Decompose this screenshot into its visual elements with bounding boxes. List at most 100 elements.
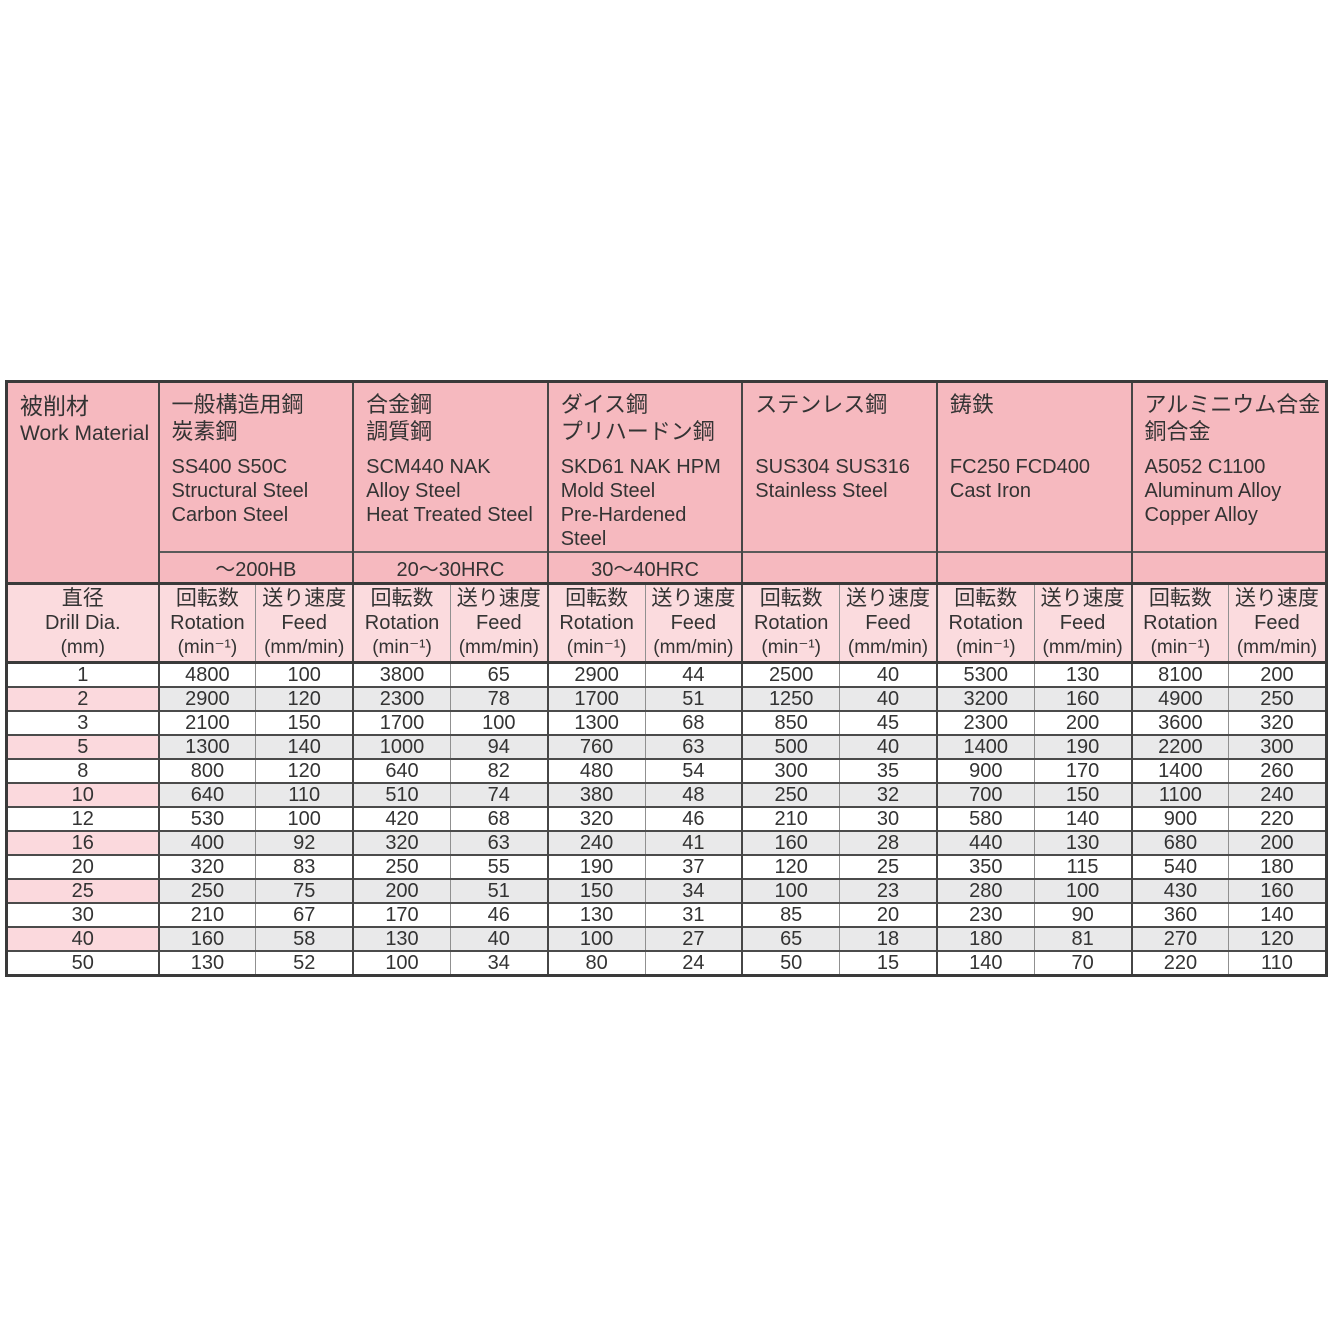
table-row: 12 530 100 420 68 320 46 210 30 580 140 900 220	[6, 806, 1327, 831]
value-cell: 115	[1033, 854, 1132, 879]
rotation-unit: (min⁻¹)	[955, 637, 1016, 658]
value-cell: 170	[352, 902, 451, 927]
value-cell: 31	[644, 902, 743, 927]
value-cell: 5300	[935, 661, 1035, 687]
value-cell: 34	[644, 878, 743, 903]
col-header-rotation: 回転数 Rotation (min⁻¹)	[741, 583, 840, 664]
value-cell: 240	[546, 830, 645, 855]
value-cell: 190	[546, 854, 645, 879]
value-cell: 250	[352, 854, 451, 879]
feed-label-jp: 送り速度	[846, 587, 930, 610]
value-cell: 44	[644, 661, 743, 687]
value-cell: 100	[255, 661, 354, 687]
table-row: 8 800 120 640 82 480 54 300 35 900 170 1400 260	[6, 758, 1327, 783]
value-cell: 68	[644, 710, 743, 735]
value-cell: 270	[1130, 926, 1229, 951]
value-cell: 50	[741, 950, 840, 976]
material-name-jp: 合金鋼 調質鋼	[366, 392, 433, 444]
work-material-header: 被削材 Work Material	[6, 381, 159, 585]
feed-unit: (mm/min)	[1236, 637, 1318, 658]
drill-dia-cell: 12	[6, 806, 159, 831]
rotation-label-en: Rotation	[364, 612, 440, 634]
value-cell: 40	[839, 734, 937, 759]
value-cell: 540	[1130, 854, 1229, 879]
value-cell: 2500	[741, 661, 840, 687]
value-cell: 78	[449, 686, 548, 711]
drill-dia-cell: 30	[6, 902, 159, 927]
rotation-unit: (min⁻¹)	[1150, 637, 1211, 658]
value-cell: 4900	[1130, 686, 1229, 711]
value-cell: 100	[449, 710, 548, 735]
material-name-en: SS400 S50C Structural Steel Carbon Steel	[171, 456, 309, 526]
rotation-label-en: Rotation	[948, 612, 1024, 634]
value-cell: 300	[1228, 734, 1327, 759]
value-cell: 1400	[935, 734, 1035, 759]
value-cell: 100	[741, 878, 840, 903]
value-cell: 37	[644, 854, 743, 879]
value-cell: 200	[1228, 661, 1327, 687]
work-material-label-en: Work Material	[20, 422, 150, 445]
value-cell: 3200	[935, 686, 1035, 711]
value-cell: 1300	[546, 710, 645, 735]
rotation-unit: (min⁻¹)	[177, 637, 238, 658]
value-cell: 210	[157, 902, 256, 927]
value-cell: 52	[255, 950, 354, 976]
value-cell: 350	[935, 854, 1035, 879]
value-cell: 120	[255, 758, 354, 783]
value-cell: 8100	[1130, 661, 1229, 687]
value-cell: 380	[546, 782, 645, 807]
value-cell: 200	[1033, 710, 1132, 735]
value-cell: 150	[1033, 782, 1132, 807]
value-cell: 81	[1033, 926, 1132, 951]
value-cell: 260	[1228, 758, 1327, 783]
dia-header-unit: (mm)	[60, 637, 105, 658]
value-cell: 130	[352, 926, 451, 951]
table-row: 10 640 110 510 74 380 48 250 32 700 150 1100 240	[6, 782, 1327, 807]
table-row: 2 2900 120 2300 78 1700 51 1250 40 3200 160 4900 250	[6, 686, 1327, 711]
material-name-en: SCM440 NAK Alloy Steel Heat Treated Stee…	[366, 456, 533, 526]
value-cell: 2300	[352, 686, 451, 711]
feed-unit: (mm/min)	[458, 637, 539, 658]
feed-label-jp: 送り速度	[456, 587, 541, 610]
value-cell: 23	[839, 878, 937, 903]
value-cell: 420	[352, 806, 451, 831]
feed-label-en: Feed	[1254, 612, 1300, 634]
value-cell: 1000	[352, 734, 451, 759]
value-cell: 140	[1033, 806, 1132, 831]
material-name-en: A5052 C1100 Aluminum Alloy Copper Alloy	[1144, 456, 1282, 526]
value-cell: 30	[839, 806, 937, 831]
drill-dia-cell: 50	[6, 950, 159, 976]
value-cell: 210	[741, 806, 840, 831]
value-cell: 65	[741, 926, 840, 951]
feed-label-jp: 送り速度	[651, 587, 736, 610]
dia-header-en: Drill Dia.	[44, 612, 121, 634]
hardness-cell	[741, 551, 937, 585]
col-header-feed: 送り速度 Feed (mm/min)	[644, 583, 743, 664]
value-cell: 320	[157, 854, 256, 879]
value-cell: 65	[449, 661, 548, 687]
material-name-jp: ステンレス鋼	[755, 392, 888, 417]
table-row: 25 250 75 200 51 150 34 100 23 280 100 430 160	[6, 878, 1327, 903]
value-cell: 530	[157, 806, 256, 831]
hardness-cell: 20～30HRC	[352, 551, 548, 585]
value-cell: 360	[1130, 902, 1229, 927]
value-cell: 250	[741, 782, 840, 807]
value-cell: 120	[1228, 926, 1327, 951]
feed-unit: (mm/min)	[264, 637, 345, 658]
drill-dia-cell: 8	[6, 758, 159, 783]
value-cell: 100	[352, 950, 451, 976]
drill-dia-cell: 2	[6, 686, 159, 711]
drill-cutting-conditions-table: 被削材 Work Material 一般構造用鋼 炭素鋼 SS400 S50C …	[5, 380, 1328, 977]
drill-dia-cell: 1	[6, 661, 159, 687]
value-cell: 430	[1130, 878, 1229, 903]
value-cell: 1100	[1130, 782, 1229, 807]
value-cell: 1400	[1130, 758, 1229, 783]
value-cell: 55	[449, 854, 548, 879]
value-cell: 74	[449, 782, 548, 807]
value-cell: 68	[449, 806, 548, 831]
value-cell: 220	[1228, 806, 1327, 831]
feed-label-en: Feed	[865, 612, 911, 634]
value-cell: 48	[644, 782, 743, 807]
value-cell: 94	[449, 734, 548, 759]
value-cell: 45	[839, 710, 937, 735]
